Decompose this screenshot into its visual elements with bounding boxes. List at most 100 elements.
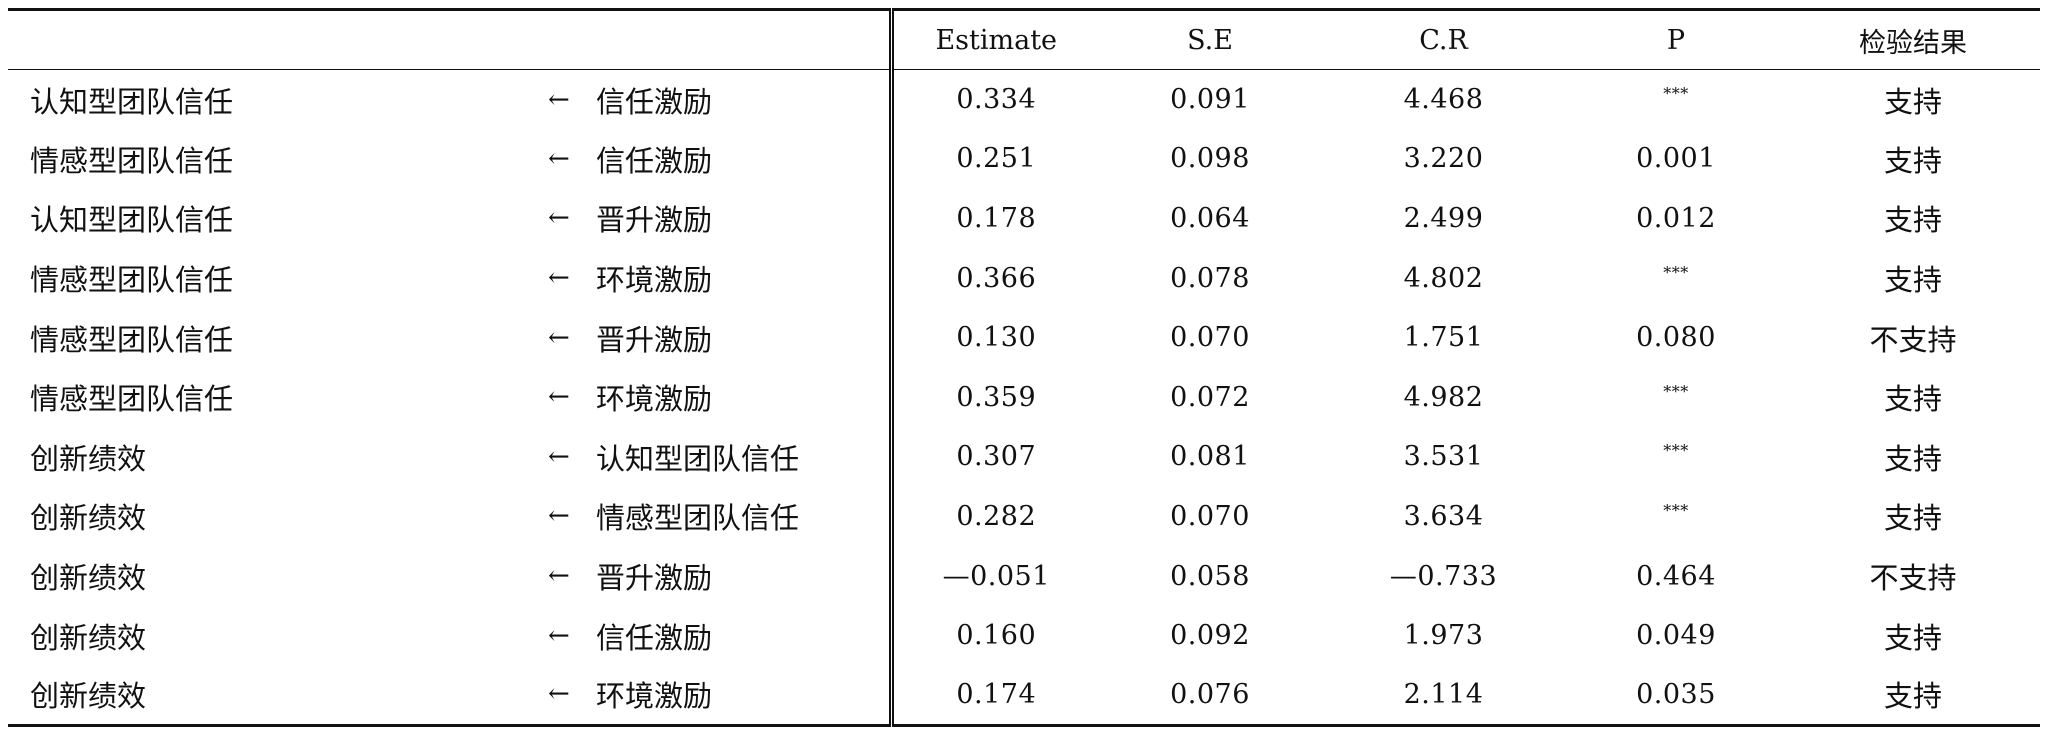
- dependent-variable-cell: 认知型团队信任: [30, 203, 234, 238]
- test-result-cell: 不支持: [1869, 561, 1957, 596]
- estimate-cell: 0.282: [888, 486, 1099, 547]
- p-value-cell: 0.001: [1636, 143, 1716, 175]
- table-row: 创新绩效 ← 情感型团队信任 0.282 0.070 3.634 *** 支持: [8, 486, 2040, 547]
- path-arrow-icon: ←: [450, 665, 596, 727]
- table-row: 创新绩效 ← 环境激励 0.174 0.076 2.114 0.035 支持: [8, 665, 2040, 727]
- path-arrow-icon: ←: [548, 263, 570, 294]
- table-row: 创新绩效 ← 信任激励 0.160 0.092 1.973 0.049 支持: [8, 605, 2040, 666]
- independent-variable-cell: 信任激励: [596, 143, 713, 178]
- cr-cell: 4.802: [1403, 262, 1484, 294]
- header-se: S.E: [1099, 8, 1321, 70]
- dependent-variable-cell: 情感型团队信任: [30, 382, 234, 417]
- path-arrow-icon: ←: [548, 620, 570, 651]
- dependent-variable-cell: 创新绩效: [30, 620, 147, 655]
- header-blank-path-from: [8, 8, 450, 70]
- se-cell: 0.076: [1099, 665, 1321, 727]
- se-cell: 0.064: [1170, 202, 1250, 234]
- path-arrow-icon: ←: [548, 203, 570, 234]
- se-cell: 0.070: [1170, 500, 1250, 532]
- cr-cell: 3.634: [1403, 500, 1484, 532]
- path-arrow-icon: ←: [548, 322, 570, 353]
- independent-variable-cell: 环境激励: [596, 382, 713, 417]
- path-arrow-icon: ←: [548, 84, 570, 115]
- p-value-cell: ***: [1663, 262, 1689, 282]
- table-row: 情感型团队信任 ← 环境激励 0.366 0.078 4.802 *** 支持: [8, 248, 2040, 308]
- header-blank-arrow: [450, 8, 596, 70]
- test-result-cell: 支持: [1883, 501, 1942, 536]
- header-estimate: Estimate: [888, 8, 1099, 70]
- test-result-cell: 支持: [1883, 203, 1942, 238]
- test-result-cell: 支持: [1883, 441, 1942, 476]
- dependent-variable-cell: 创新绩效: [30, 561, 147, 596]
- cr-cell: 2.499: [1403, 202, 1484, 234]
- p-value-cell: 0.080: [1636, 322, 1716, 354]
- test-result-cell: 支持: [1786, 665, 2040, 727]
- cr-cell: 4.982: [1403, 381, 1484, 413]
- dependent-variable-cell: 认知型团队信任: [30, 84, 234, 119]
- path-coefficient-table-container: Estimate S.E C.R P 检验结果 认知型团队信任 ← 信任激励 0.33…: [8, 8, 2040, 727]
- p-value-cell: 0.049: [1636, 620, 1716, 652]
- table-row: 创新绩效 ← 认知型团队信任 0.307 0.081 3.531 *** 支持: [8, 427, 2040, 487]
- se-cell: 0.070: [1170, 322, 1250, 354]
- test-result-cell: 支持: [1883, 263, 1942, 298]
- dependent-variable-cell: 情感型团队信任: [30, 322, 234, 357]
- estimate-cell: 0.366: [888, 248, 1099, 308]
- header-cr: C.R: [1321, 8, 1566, 70]
- path-arrow-icon: ←: [548, 561, 570, 592]
- estimate-cell: 0.359: [888, 367, 1099, 428]
- table-row: 情感型团队信任 ← 信任激励 0.251 0.098 3.220 0.001 支持: [8, 129, 2040, 189]
- path-arrow-icon: ←: [548, 382, 570, 413]
- table-row: 创新绩效 ← 晋升激励 —0.051 0.058 —0.733 0.464 不支持: [8, 546, 2040, 606]
- se-cell: 0.091: [1170, 84, 1250, 116]
- se-cell: 0.058: [1170, 560, 1250, 592]
- independent-variable-cell: 环境激励: [596, 263, 713, 298]
- test-result-cell: 支持: [1883, 620, 1942, 655]
- cr-cell: —0.733: [1389, 560, 1498, 592]
- se-cell: 0.092: [1170, 620, 1250, 652]
- independent-variable-cell: 信任激励: [596, 84, 713, 119]
- estimate-cell: 0.334: [888, 69, 1099, 130]
- dependent-variable-cell: 情感型团队信任: [30, 143, 234, 178]
- independent-variable-cell: 认知型团队信任: [596, 441, 800, 476]
- estimate-cell: 0.251: [888, 129, 1099, 189]
- header-result: 检验结果: [1786, 8, 2040, 70]
- path-coefficient-table: Estimate S.E C.R P 检验结果 认知型团队信任 ← 信任激励 0.33…: [8, 8, 2040, 727]
- path-arrow-icon: ←: [548, 441, 570, 472]
- cr-cell: 3.531: [1403, 441, 1484, 473]
- header-blank-path-to: [596, 8, 891, 70]
- p-value-cell: ***: [1663, 500, 1689, 520]
- se-cell: 0.081: [1170, 441, 1250, 473]
- se-cell: 0.072: [1170, 381, 1250, 413]
- p-value-cell: 0.464: [1636, 560, 1716, 592]
- table-row: 认知型团队信任 ← 信任激励 0.334 0.091 4.468 *** 支持: [8, 69, 2040, 130]
- estimate-cell: 0.130: [888, 307, 1099, 368]
- independent-variable-cell: 情感型团队信任: [596, 501, 800, 536]
- p-value-cell: ***: [1663, 381, 1689, 401]
- table-row: 情感型团队信任 ← 环境激励 0.359 0.072 4.982 *** 支持: [8, 367, 2040, 428]
- se-cell: 0.098: [1170, 143, 1250, 175]
- table-body: 认知型团队信任 ← 信任激励 0.334 0.091 4.468 *** 支持 情感型团队信任 ←…: [8, 69, 2040, 727]
- dependent-variable-cell: 创新绩效: [30, 501, 147, 536]
- independent-variable-cell: 晋升激励: [596, 322, 713, 357]
- header-p: P: [1566, 8, 1786, 70]
- independent-variable-cell: 晋升激励: [596, 203, 713, 238]
- dependent-variable-cell: 创新绩效: [8, 665, 450, 727]
- estimate-cell: 0.178: [888, 188, 1099, 249]
- p-value-cell: 0.012: [1636, 202, 1716, 234]
- dependent-variable-cell: 情感型团队信任: [30, 263, 234, 298]
- test-result-cell: 支持: [1883, 84, 1942, 119]
- cr-cell: 3.220: [1403, 143, 1484, 175]
- independent-variable-cell: 晋升激励: [596, 561, 713, 596]
- cr-cell: 2.114: [1321, 665, 1566, 727]
- p-value-cell: 0.035: [1566, 665, 1786, 727]
- table-row: 情感型团队信任 ← 晋升激励 0.130 0.070 1.751 0.080 不支持: [8, 307, 2040, 368]
- estimate-cell: 0.307: [888, 427, 1099, 487]
- cr-cell: 1.973: [1403, 620, 1484, 652]
- dependent-variable-cell: 创新绩效: [30, 441, 147, 476]
- independent-variable-cell: 信任激励: [596, 620, 713, 655]
- p-value-cell: ***: [1663, 84, 1689, 104]
- estimate-cell: 0.174: [888, 665, 1099, 727]
- test-result-cell: 支持: [1883, 382, 1942, 417]
- test-result-cell: 支持: [1883, 143, 1942, 178]
- estimate-cell: —0.051: [888, 546, 1099, 606]
